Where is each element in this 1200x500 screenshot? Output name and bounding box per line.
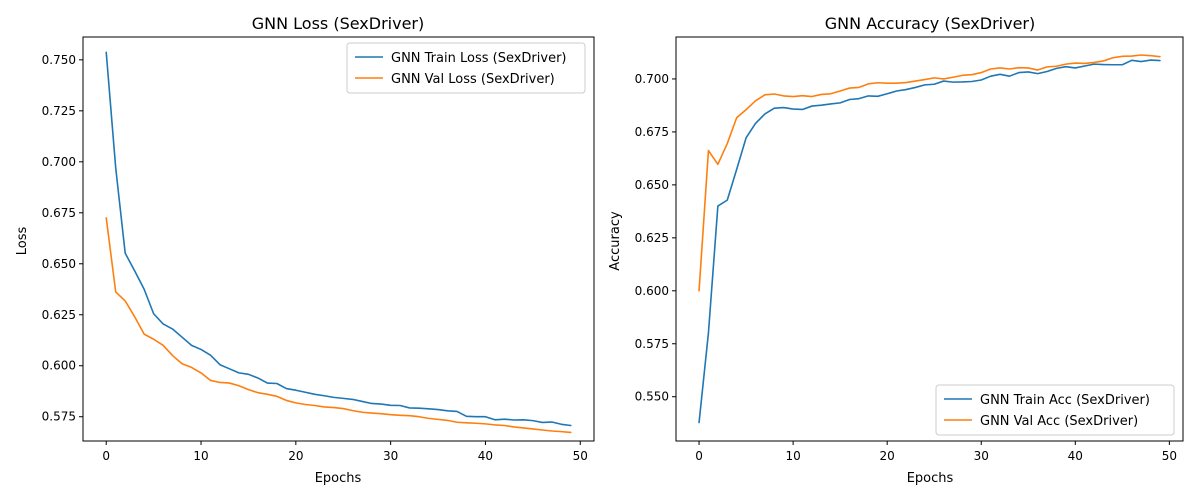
loss-chart-ytick-label: 0.725 xyxy=(42,104,76,118)
accuracy-chart-ytick-label: 0.600 xyxy=(635,284,669,298)
accuracy-chart-ytick-label: 0.700 xyxy=(635,72,669,86)
accuracy-chart-plot-area xyxy=(698,54,1161,424)
accuracy-chart-series-train-line xyxy=(698,59,1161,424)
loss-chart-legend-label: GNN Train Loss (SexDriver) xyxy=(391,51,567,66)
loss-chart-series-val-line xyxy=(105,217,572,434)
accuracy-chart-xtick-label: 20 xyxy=(880,449,895,463)
loss-chart-title: GNN Loss (SexDriver) xyxy=(252,14,425,33)
accuracy-chart-series-val-line xyxy=(698,54,1161,292)
accuracy-chart-xtick-label: 0 xyxy=(695,449,703,463)
accuracy-chart-xlabel: Epochs xyxy=(907,471,954,486)
accuracy-chart-ylabel: Accuracy xyxy=(608,211,623,271)
accuracy-chart-legend-label: GNN Train Acc (SexDriver) xyxy=(980,393,1150,408)
loss-chart-series-train-line xyxy=(105,51,572,427)
accuracy-chart-xtick-label: 50 xyxy=(1162,449,1177,463)
accuracy-chart-xtick-label: 30 xyxy=(974,449,989,463)
loss-chart-xtick-label: 30 xyxy=(383,449,398,463)
loss-chart-ytick-label: 0.575 xyxy=(42,410,76,424)
loss-chart: GNN Loss (SexDriver) Epochs Loss 0 10 20 30… xyxy=(15,14,595,486)
accuracy-chart-legend-label: GNN Val Acc (SexDriver) xyxy=(980,414,1138,429)
loss-chart-xlabel: Epochs xyxy=(315,471,362,486)
loss-chart-ytick-label: 0.650 xyxy=(42,257,76,271)
accuracy-chart-legend-box xyxy=(935,384,1175,436)
accuracy-chart-title: GNN Accuracy (SexDriver) xyxy=(825,14,1035,33)
loss-chart-ylabel: Loss xyxy=(15,227,30,256)
loss-chart-xtick-label: 50 xyxy=(573,449,588,463)
accuracy-chart-ytick-label: 0.650 xyxy=(635,178,669,192)
loss-chart-ytick-label: 0.625 xyxy=(42,308,76,322)
loss-chart-ticks: 0 10 20 30 40 50 0.575 0.600 0.625 0.650 0.675 0.70… xyxy=(42,53,588,463)
loss-chart-ytick-label: 0.600 xyxy=(42,359,76,373)
accuracy-chart-axes-frame xyxy=(675,36,1184,442)
accuracy-chart-legend: GNN Train Acc (SexDriver) GNN Val Acc (Se… xyxy=(935,384,1175,436)
loss-chart-xtick-label: 20 xyxy=(288,449,303,463)
loss-chart-xtick-label: 0 xyxy=(102,449,110,463)
loss-chart-xtick-label: 10 xyxy=(193,449,208,463)
loss-chart-legend: GNN Train Loss (SexDriver) GNN Val Loss (… xyxy=(346,42,586,94)
loss-chart-ytick-label: 0.700 xyxy=(42,155,76,169)
loss-chart-legend-box xyxy=(346,42,586,94)
loss-chart-ytick-label: 0.750 xyxy=(42,53,76,67)
loss-chart-axes-frame xyxy=(82,36,595,442)
accuracy-chart: GNN Accuracy (SexDriver) Epochs Accuracy… xyxy=(608,14,1184,486)
loss-chart-ytick-label: 0.675 xyxy=(42,206,76,220)
accuracy-chart-ticks: 0 10 20 30 40 50 0.550 0.575 0.600 0.625 0.650 0.67… xyxy=(635,72,1177,463)
accuracy-chart-ytick-label: 0.550 xyxy=(635,390,669,404)
loss-chart-xtick-label: 40 xyxy=(478,449,493,463)
accuracy-chart-ytick-label: 0.575 xyxy=(635,337,669,351)
accuracy-chart-xtick-label: 10 xyxy=(785,449,800,463)
accuracy-chart-ytick-label: 0.625 xyxy=(635,231,669,245)
loss-chart-legend-label: GNN Val Loss (SexDriver) xyxy=(391,72,555,87)
accuracy-chart-xtick-label: 40 xyxy=(1068,449,1083,463)
accuracy-chart-ytick-label: 0.675 xyxy=(635,125,669,139)
loss-chart-plot-area xyxy=(105,51,572,434)
